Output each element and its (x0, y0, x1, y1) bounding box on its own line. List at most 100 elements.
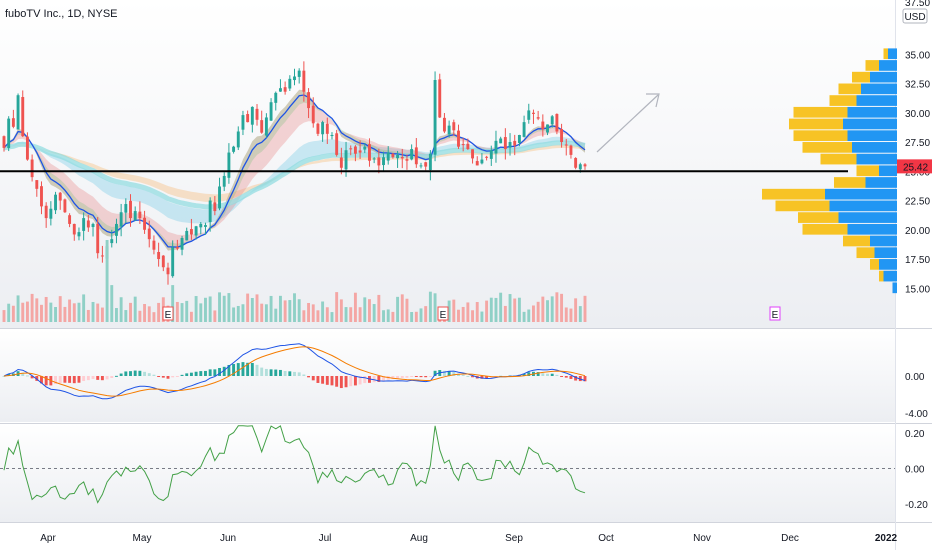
volume-bar (527, 309, 531, 322)
volume-bar (189, 311, 193, 322)
macd-histogram-bar (522, 373, 526, 376)
macd-histogram-bar (77, 376, 81, 383)
volume-bar (307, 302, 311, 322)
macd-histogram-bar (457, 373, 460, 376)
macd-histogram-bar (274, 369, 278, 376)
candle (82, 218, 86, 231)
time-axis-label: Jun (220, 533, 236, 544)
volume-bar (208, 296, 212, 322)
macd-histogram-bar (372, 376, 376, 383)
candle (349, 148, 353, 150)
vp-down-bar (870, 259, 879, 270)
vp-down-bar (798, 212, 839, 223)
candle (30, 159, 34, 178)
volume-bar (372, 304, 376, 322)
macd-histogram-bar (119, 373, 123, 376)
vp-down-bar (762, 188, 825, 200)
earnings-marker (437, 306, 449, 321)
candle (246, 114, 250, 123)
volume-bar (513, 298, 517, 322)
macd-histogram-bar (349, 376, 353, 387)
vp-up-bar (843, 118, 897, 130)
volume-bar (400, 294, 404, 322)
volume-bar (480, 311, 484, 322)
vp-up-bar (879, 259, 897, 270)
macd-histogram-bar (433, 370, 437, 376)
volume-bar (503, 305, 507, 322)
candle (250, 106, 254, 125)
volume-bar (124, 310, 128, 322)
macd-histogram-bar (54, 376, 57, 384)
vp-down-bar (856, 165, 879, 177)
volume-bar (339, 299, 343, 322)
candle (274, 92, 278, 103)
volume-bar (391, 311, 395, 322)
volume-bar (546, 300, 549, 322)
volume-bar (536, 301, 540, 322)
volume-bar (452, 299, 456, 322)
candle (569, 145, 573, 155)
macd-histogram-bar (293, 371, 296, 376)
volume-bar (63, 306, 67, 322)
candle (405, 159, 409, 161)
macd-histogram-bar (157, 376, 161, 377)
vp-up-bar (883, 270, 897, 282)
macd-histogram-bar (264, 368, 268, 376)
candle (138, 211, 142, 219)
volume-bar (386, 309, 390, 322)
price-tick-label: 22.50 (905, 197, 930, 208)
vp-up-bar (879, 165, 897, 177)
macd-histogram-bar (283, 371, 287, 376)
candle (344, 150, 348, 170)
volume-bar (283, 300, 287, 322)
candle (536, 117, 540, 119)
volume-bar (321, 301, 325, 322)
macd-histogram-bar (2, 376, 6, 377)
volume-bar (574, 298, 578, 322)
candle (447, 125, 451, 135)
macd-histogram-bar (100, 376, 104, 381)
volume-bar (96, 303, 100, 322)
candle (442, 117, 446, 132)
price-tick-label: 15.00 (905, 284, 930, 295)
candle (77, 232, 81, 237)
macd-histogram-bar (339, 376, 343, 389)
macd-histogram-bar (255, 364, 259, 376)
time-axis-label: Dec (781, 533, 799, 544)
candle (236, 131, 240, 148)
volume-bar (110, 285, 114, 322)
macd-histogram-bar (208, 369, 212, 376)
macd-histogram-bar (269, 369, 273, 376)
volume-bar (344, 307, 348, 322)
macd-histogram-bar (25, 375, 29, 377)
volume-bar (260, 303, 264, 322)
vp-down-bar (865, 60, 879, 71)
symbol-title: fuboTV Inc., 1D, NYSE (5, 8, 118, 20)
candle (166, 267, 170, 275)
candle (311, 105, 315, 124)
macd-histogram-bar (471, 376, 475, 378)
macd-histogram-bar (405, 376, 409, 378)
volume-bar (433, 293, 437, 322)
volume-bar (255, 294, 259, 322)
macd-histogram-bar (307, 376, 311, 378)
candle (241, 115, 245, 130)
volume-bar (143, 304, 147, 322)
macd-histogram-bar (335, 376, 339, 387)
macd-histogram-bar (297, 372, 301, 376)
macd-histogram-bar (583, 376, 587, 382)
macd-histogram-bar (396, 376, 400, 379)
candle (321, 122, 325, 135)
macd-histogram-bar (63, 376, 67, 383)
mid-ribbon (4, 136, 585, 224)
macd-histogram-bar (21, 372, 25, 376)
time-axis-label: Oct (598, 533, 614, 544)
macd-histogram-bar (147, 373, 151, 376)
macd-histogram-bar (452, 371, 456, 376)
time-axis-label: May (133, 533, 152, 544)
volume-bar (414, 311, 418, 322)
candle (16, 95, 20, 130)
macd-histogram-bar (302, 374, 306, 376)
